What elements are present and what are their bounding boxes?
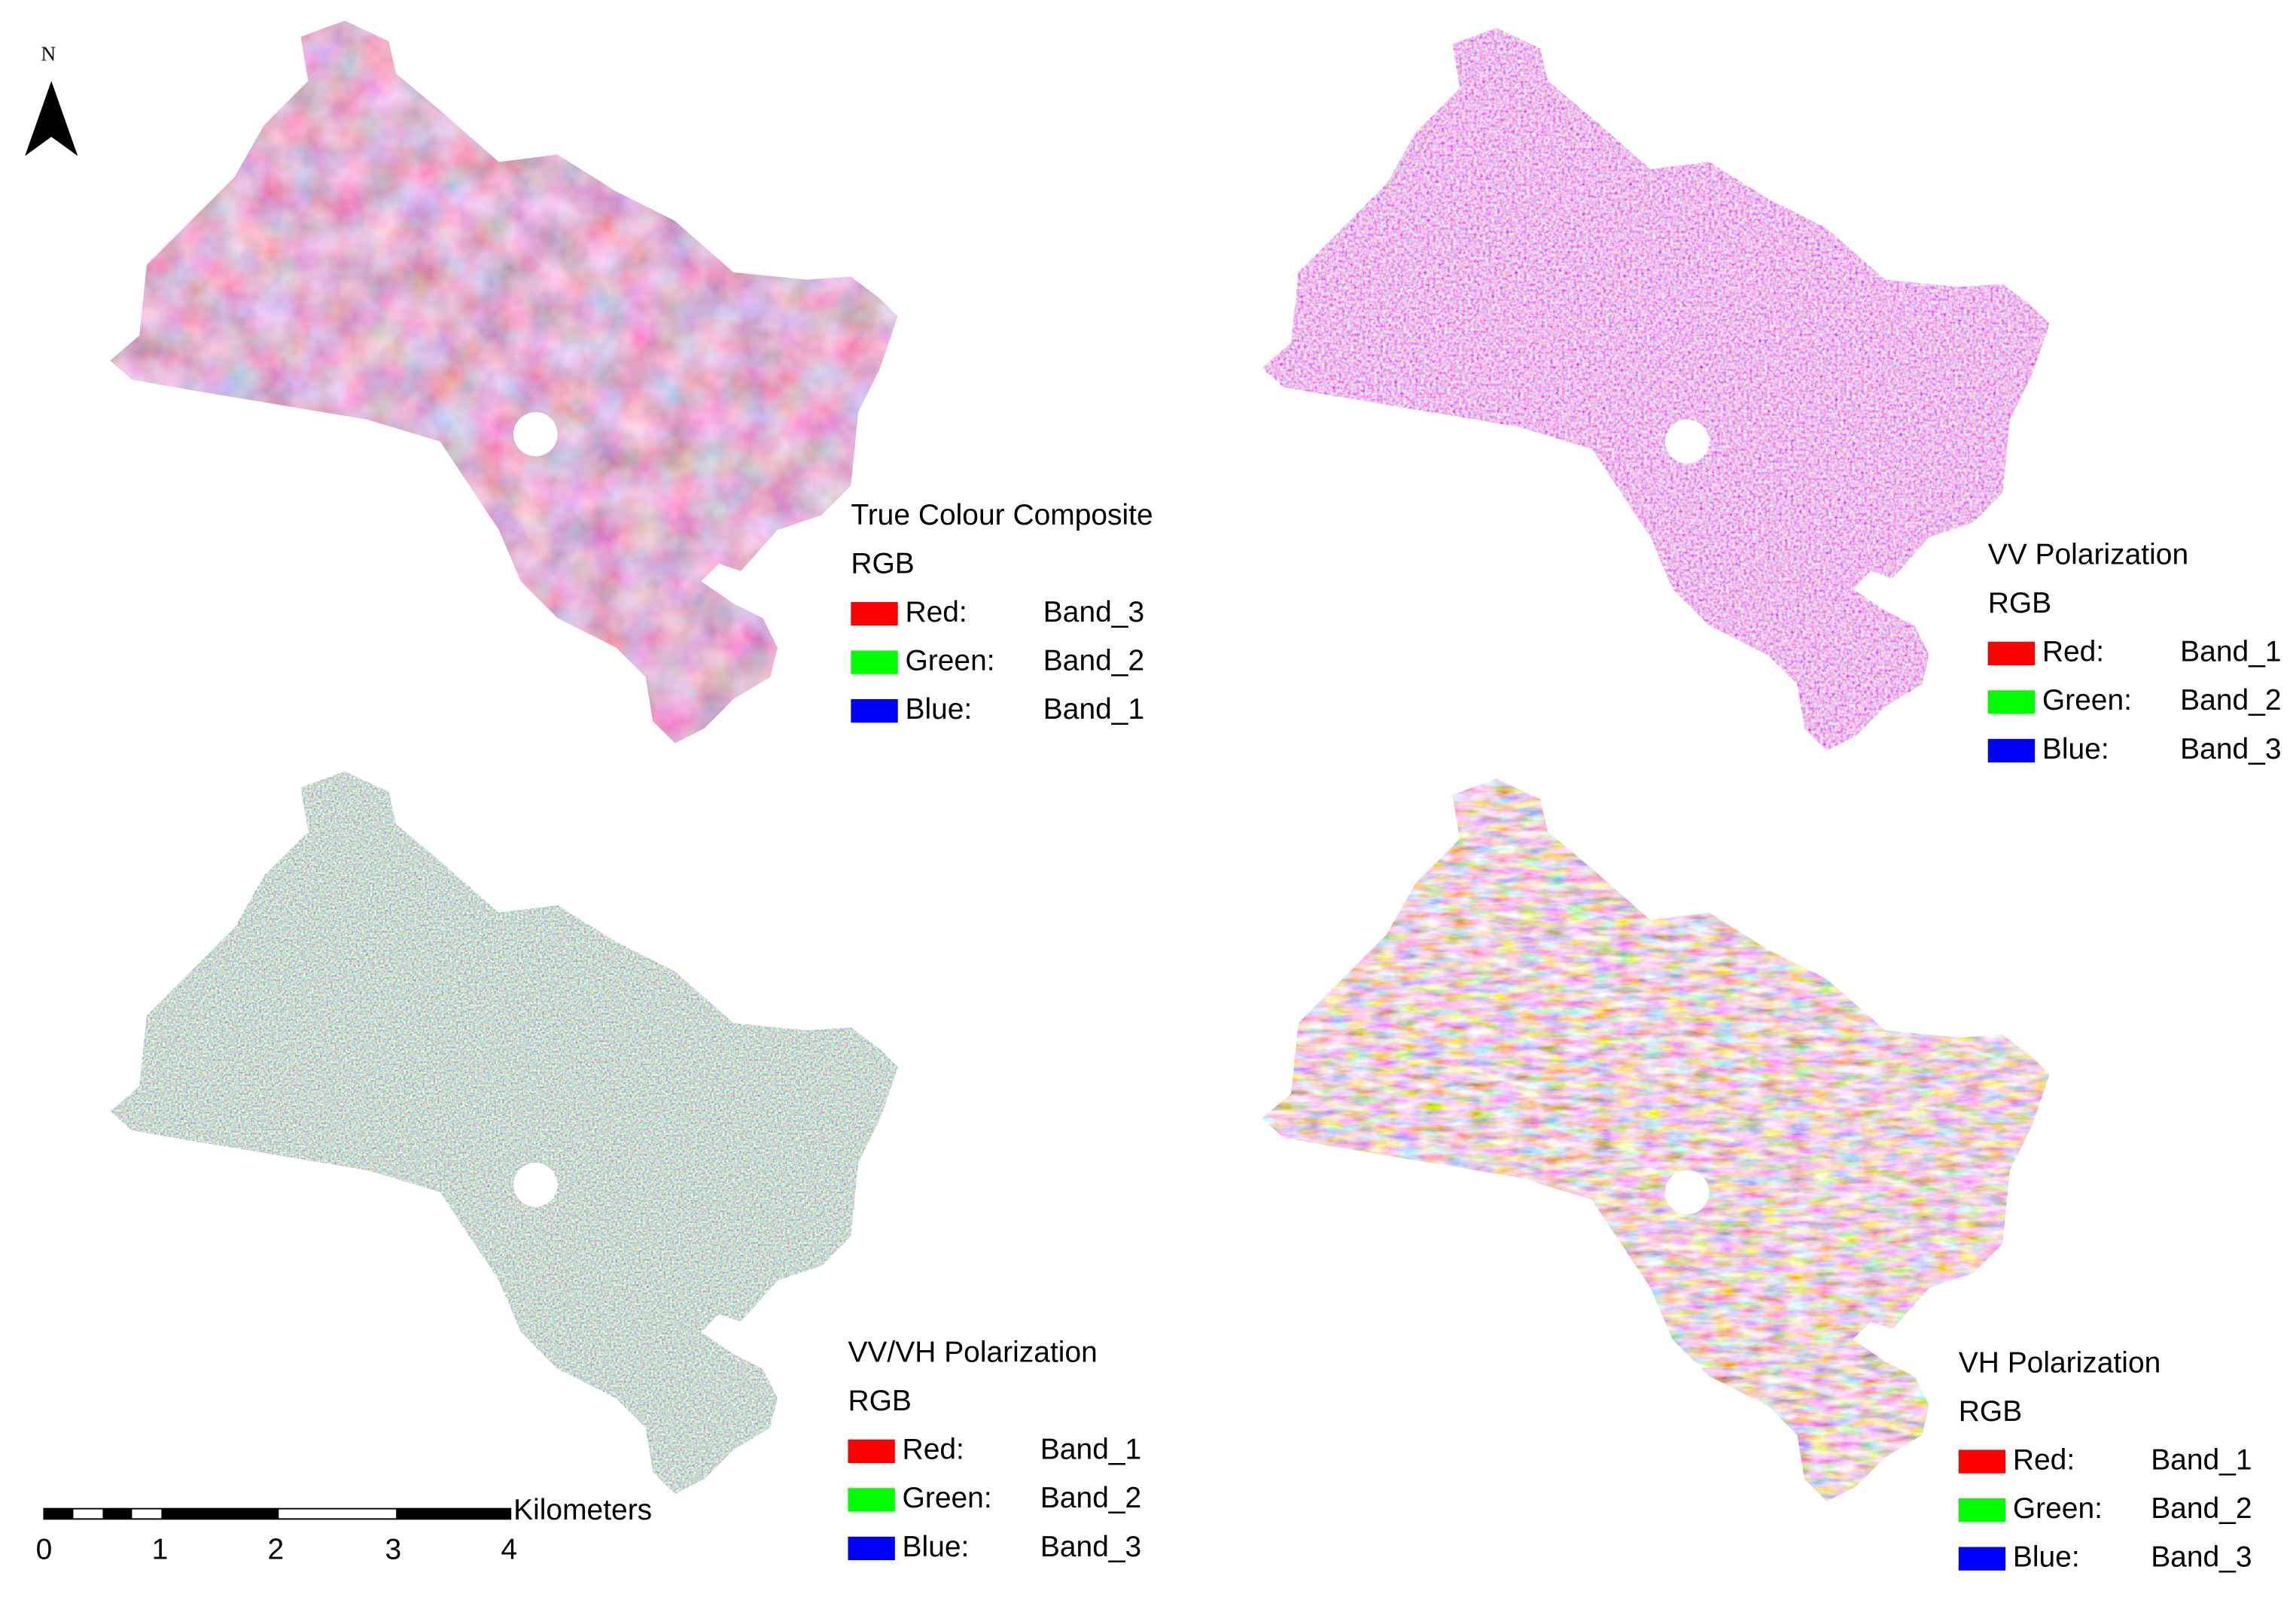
legend-band: Band_1	[1040, 1434, 1141, 1466]
legend-label: Red:	[903, 1434, 964, 1466]
legend: True Colour Composite RGB Red: Band_3 Green:…	[851, 499, 1153, 725]
legend-band: Band_1	[2151, 1443, 2252, 1476]
map-hole	[1664, 1170, 1710, 1215]
legend-title: True Colour Composite	[851, 499, 1153, 531]
scale-segment	[102, 1508, 132, 1519]
legend-label: Blue:	[903, 1531, 970, 1563]
legend-swatch	[848, 1488, 895, 1512]
map-image	[1262, 28, 2050, 751]
scale-unit: Kilometers	[513, 1494, 652, 1526]
legend-label: Green:	[903, 1482, 992, 1514]
legend-band: Band_3	[1040, 1531, 1141, 1563]
map-image	[110, 20, 898, 744]
legend-swatch	[1987, 690, 2036, 714]
legend-subtitle: RGB	[1959, 1395, 2022, 1428]
legend: VV Polarization RGB Red: Band_1 Green: Band_2…	[1987, 539, 2282, 765]
scale-segment	[161, 1508, 279, 1519]
legend-band: Band_3	[2180, 733, 2281, 765]
legend-subtitle: RGB	[1988, 587, 2051, 619]
legend-band: Band_2	[1043, 644, 1144, 677]
scale-tick-label: 3	[385, 1534, 401, 1566]
legend-swatch	[851, 650, 898, 674]
scale-tick-label: 2	[268, 1534, 285, 1566]
north-label: N	[41, 43, 56, 65]
legend-band: Band_2	[2151, 1492, 2252, 1525]
legend-swatch	[1958, 1547, 2006, 1571]
map-image	[1262, 778, 2050, 1501]
map-panel	[110, 20, 898, 744]
legend-subtitle: RGB	[851, 547, 914, 579]
legend-title: VH Polarization	[1959, 1346, 2161, 1379]
legend-band: Band_2	[1040, 1482, 1141, 1514]
map-hole	[513, 1163, 558, 1207]
legend-label: Red:	[2013, 1443, 2075, 1476]
legend-band: Band_1	[2180, 636, 2281, 668]
map-image	[110, 771, 898, 1495]
legend-label: Blue:	[2013, 1541, 2080, 1573]
legend-swatch	[1987, 738, 2036, 763]
legend-label: Green:	[2013, 1492, 2103, 1525]
scale-bar: Kilometers 0 1 2 3 4	[36, 1494, 653, 1566]
legend-title: VV/VH Polarization	[848, 1337, 1097, 1369]
north-arrow: N	[25, 43, 78, 157]
scale-segment	[396, 1508, 511, 1519]
legends: True Colour Composite RGB Red: Band_3 Green:…	[848, 499, 2282, 1573]
legend-label: Green:	[905, 644, 994, 677]
scale-tick-label: 1	[152, 1534, 169, 1566]
legend-band: Band_3	[2151, 1541, 2252, 1573]
legend-title: VV Polarization	[1988, 539, 2188, 571]
scale-tick-label: 0	[36, 1534, 53, 1566]
north-arrow-icon	[25, 81, 78, 157]
legend-swatch	[1987, 641, 2036, 666]
map-panel	[1262, 778, 2050, 1501]
scale-tick-label: 4	[501, 1534, 517, 1566]
map-hole	[1664, 419, 1710, 464]
legend-label: Green:	[2042, 684, 2132, 716]
legend-label: Blue:	[905, 693, 972, 725]
map-panel	[110, 771, 898, 1495]
legend-band: Band_3	[1043, 596, 1144, 628]
legend-swatch	[1958, 1449, 2006, 1474]
legend-swatch	[851, 601, 898, 626]
legend-label: Blue:	[2042, 733, 2109, 765]
legend-band: Band_2	[2180, 684, 2281, 716]
legend-swatch	[851, 698, 898, 723]
map-panel	[1262, 28, 2050, 751]
legend-label: Red:	[905, 596, 967, 628]
legend: VV/VH Polarization RGB Red: Band_1 Green: Ban…	[848, 1337, 1141, 1563]
map-hole	[513, 412, 558, 457]
legend-subtitle: RGB	[848, 1385, 911, 1417]
legend-swatch	[848, 1536, 895, 1561]
legend-swatch	[1958, 1498, 2006, 1522]
legend-band: Band_1	[1043, 693, 1144, 725]
legend-swatch	[848, 1439, 895, 1464]
scale-segment	[44, 1508, 74, 1519]
legend-label: Red:	[2042, 636, 2104, 668]
legend: VH Polarization RGB Red: Band_1 Green: Band_2…	[1958, 1346, 2252, 1573]
